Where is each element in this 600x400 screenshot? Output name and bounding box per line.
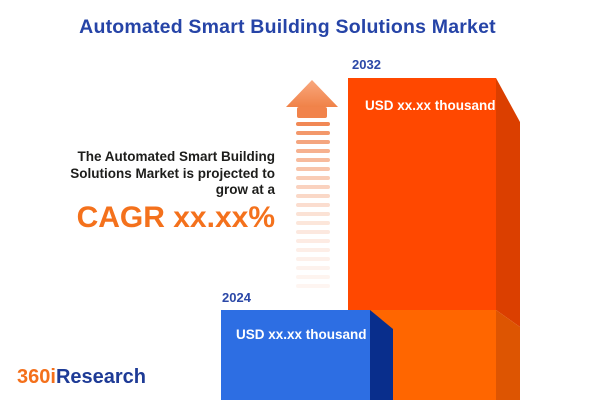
logo-360i-part: 360i (17, 366, 56, 388)
logo-research-part: Research (55, 366, 146, 388)
bar-2032-side-upper-segment (496, 78, 520, 327)
bar-2032-value-label: USD xx.xx thousand (365, 98, 496, 113)
growth-arrow-stub (297, 107, 327, 118)
bar-2024-year-label: 2024 (222, 290, 251, 305)
market-projection-text: The Automated Smart Building Solutions M… (70, 149, 275, 199)
bar-2024-front-face (221, 310, 370, 400)
bar-2024-value-label: USD xx.xx thousand (236, 327, 367, 342)
logo: 360iResearch (17, 366, 146, 389)
bar-2032: USD xx.xx thousand (348, 78, 520, 400)
bar-2032-year-label: 2032 (352, 57, 381, 72)
bar-2032-front-upper-segment (348, 78, 496, 310)
page-title: Automated Smart Building Solutions Marke… (79, 16, 496, 38)
projection-line-3: grow at a (215, 182, 275, 197)
bar-2024: USD xx.xx thousand (221, 310, 393, 400)
projection-line-2: Solutions Market is projected to (70, 165, 275, 181)
bar-2024-side-face (370, 310, 393, 400)
growth-arrow-head-icon (286, 80, 338, 107)
projection-line-1: The Automated Smart Building (77, 149, 275, 164)
arrow-dashes (296, 122, 330, 293)
cagr-value: CAGR xx.xx% (76, 201, 275, 234)
bar-2032-side-lower-segment (496, 310, 520, 400)
